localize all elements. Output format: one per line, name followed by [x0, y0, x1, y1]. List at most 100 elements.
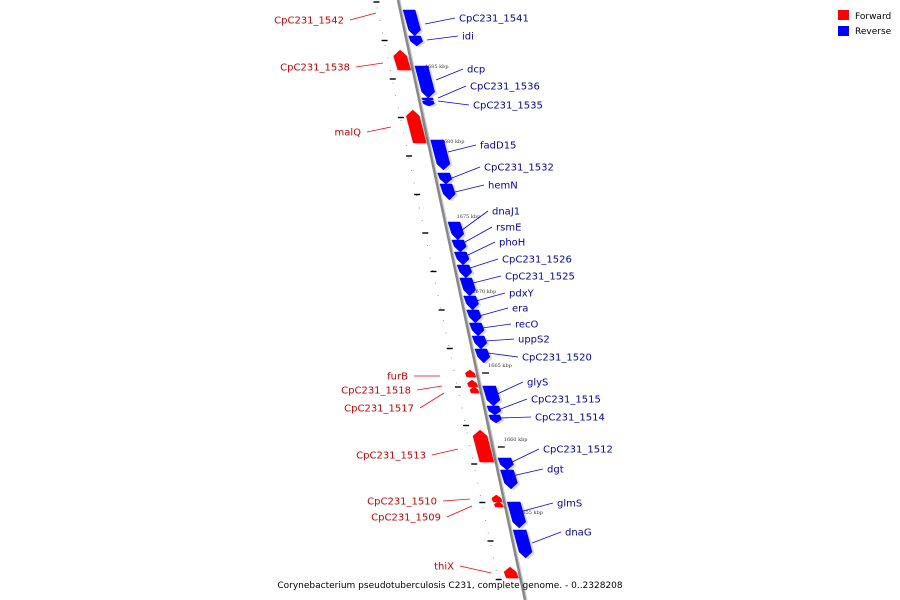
forward-gene-label: furB — [387, 372, 408, 383]
reverse-gene-leader — [469, 258, 499, 269]
forward-gene-block — [491, 494, 503, 503]
reverse-gene-block — [447, 221, 465, 241]
reverse-gene-block — [482, 385, 501, 407]
reverse-gene-block — [430, 139, 451, 171]
reverse-gene-leader — [451, 166, 481, 179]
reverse-gene-leader — [475, 292, 506, 302]
kbp-tick-label: 1670 kbp — [472, 289, 496, 295]
reverse-gene-label: dcp — [467, 65, 485, 76]
reverse-gene-block — [463, 295, 479, 311]
forward-gene-label: CpC231_1518 — [341, 386, 411, 397]
reverse-gene-label: dgt — [547, 465, 564, 476]
reverse-gene-leader — [467, 241, 496, 256]
reverse-gene-block — [469, 322, 485, 337]
reverse-gene-label: hemN — [488, 181, 518, 192]
forward-gene-leader — [349, 12, 377, 21]
reverse-gene-label: CpC231_1535 — [473, 101, 543, 112]
reverse-gene-leader — [447, 144, 477, 153]
reverse-gene-block — [453, 251, 470, 266]
reverse-gene-leader — [484, 338, 515, 342]
reverse-gene-block — [497, 457, 514, 471]
forward-gene-leader — [446, 505, 473, 518]
reverse-gene-block — [402, 9, 421, 37]
forward-gene-leader — [355, 62, 384, 68]
reverse-gene-label: CpC231_1541 — [459, 14, 529, 25]
reverse-gene-label: uppS2 — [518, 335, 550, 346]
forward-gene-block — [465, 369, 477, 378]
kbp-tick-label: 1675 kbp — [457, 214, 481, 220]
reverse-gene-label: CpC231_1526 — [502, 255, 572, 266]
reverse-gene-label: CpC231_1514 — [535, 413, 605, 424]
forward-gene-leader — [459, 565, 492, 574]
reverse-gene-block — [486, 405, 502, 416]
map-caption: Corynebacterium pseudotuberculosis C231,… — [277, 581, 623, 591]
reverse-gene-label: CpC231_1515 — [531, 395, 601, 406]
reverse-gene-label: CpC231_1520 — [522, 353, 592, 364]
forward-gene-block — [503, 566, 519, 579]
reverse-gene-block — [439, 183, 456, 201]
reverse-gene-label: glyS — [527, 378, 548, 389]
reverse-gene-block — [500, 469, 518, 490]
forward-gene-leader — [366, 126, 392, 133]
legend: Forward Reverse — [838, 10, 892, 37]
kbp-tick-label: 1655 kbp — [519, 510, 543, 516]
forward-gene-block — [393, 49, 412, 71]
reverse-gene-leader — [454, 184, 485, 193]
reverse-gene-leader — [497, 398, 528, 411]
forward-gene-label: CpC231_1513 — [356, 451, 426, 462]
forward-gene-leader — [416, 385, 443, 391]
forward-gene-label: CpC231_1542 — [274, 16, 344, 27]
forward-gene-block — [467, 379, 479, 388]
reverse-gene-block — [421, 97, 434, 102]
reverse-gene-block — [459, 277, 476, 297]
reverse-gene-label: rsmE — [496, 223, 521, 234]
kbp-tick-label: 1660 kbp — [504, 437, 528, 443]
genome-backbone — [396, 0, 527, 600]
reverse-gene-leader — [464, 226, 493, 243]
forward-gene-label: CpC231_1510 — [367, 497, 437, 508]
reverse-gene-leader — [509, 448, 540, 464]
legend-forward-label: Forward — [855, 12, 891, 22]
legend-reverse-label: Reverse — [855, 27, 892, 37]
forward-gene-leader — [442, 498, 471, 502]
legend-forward-swatch — [838, 10, 849, 20]
reverse-gene-label: era — [512, 304, 528, 315]
reverse-gene-leader — [478, 307, 509, 317]
reverse-gene-block — [437, 172, 453, 185]
reverse-gene-leader — [461, 210, 489, 231]
reverse-gene-label: CpC231_1525 — [505, 272, 575, 283]
reverse-gene-block — [414, 65, 436, 99]
forward-gene-label: CpC231_1509 — [371, 513, 441, 524]
reverse-gene-leader — [472, 275, 502, 284]
reverse-gene-leader — [437, 85, 467, 99]
reverse-gene-label: phoH — [499, 238, 525, 249]
reverse-gene-label: dnaG — [565, 528, 592, 539]
kbp-tick-label: 1665 kbp — [488, 363, 512, 369]
reverse-gene-block — [466, 309, 482, 324]
reverse-gene-label: recO — [515, 320, 539, 331]
reverse-gene-block — [488, 414, 502, 424]
reverse-gene-leader — [437, 100, 470, 106]
forward-gene-block — [406, 109, 427, 144]
reverse-gene-leader — [487, 352, 519, 358]
legend-reverse-swatch — [838, 26, 849, 36]
reverse-gene-block — [451, 239, 467, 253]
reverse-gene-label: pdxY — [509, 289, 535, 300]
reverse-gene-block — [408, 35, 424, 47]
forward-gene-label: thiX — [434, 562, 454, 573]
reverse-gene-block — [474, 348, 491, 364]
reverse-gene-leader — [522, 502, 554, 512]
reverse-gene-label: CpC231_1536 — [470, 82, 540, 93]
backbone-shadow — [398, 0, 528, 600]
reverse-gene-block — [506, 501, 527, 529]
reverse-gene-block — [422, 100, 435, 107]
reverse-gene-block — [471, 335, 488, 350]
forward-gene-leader — [419, 392, 445, 409]
forward-gene-block — [472, 429, 495, 463]
forward-gene-block — [469, 386, 480, 394]
reverse-gene-leader — [481, 323, 512, 329]
reverse-gene-label: CpC231_1532 — [484, 163, 554, 174]
forward-gene-label: CpC231_1538 — [280, 63, 350, 74]
reverse-gene-leader — [531, 531, 562, 544]
